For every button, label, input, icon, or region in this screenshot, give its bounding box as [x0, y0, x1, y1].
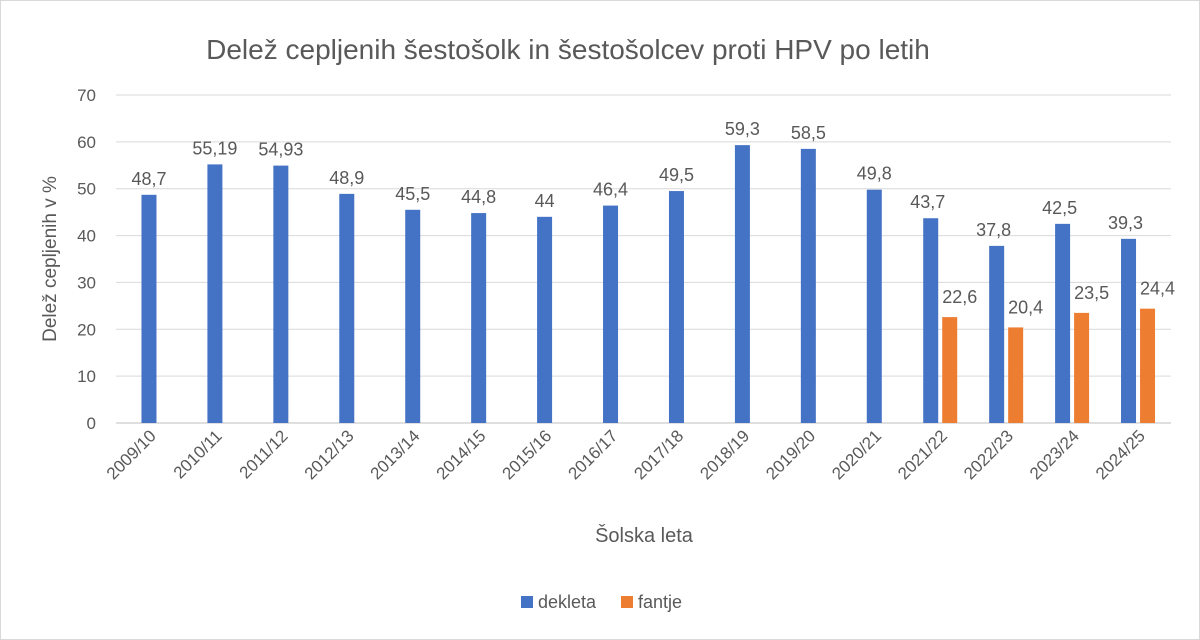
data-label-dekleta: 43,7 [910, 192, 945, 212]
data-label-dekleta: 59,3 [725, 119, 760, 139]
y-tick-label: 30 [77, 273, 96, 292]
bar-dekleta [141, 194, 157, 423]
x-tick-label: 2015/16 [499, 426, 556, 483]
bar-dekleta [1121, 238, 1137, 423]
data-label-fantje: 24,4 [1140, 279, 1175, 299]
x-tick-label: 2012/13 [301, 426, 358, 483]
bars: 48,7 55,19 54,93 48,9 45,5 44,8 44 46,4 49,5 59,3… [131, 119, 1175, 423]
bar-dekleta [800, 148, 816, 423]
data-label-dekleta: 55,19 [192, 138, 237, 158]
y-axis-label: Delež cepljenih v % [40, 176, 61, 342]
x-axis-ticks: 2009/10 2010/11 2011/12 2012/13 2013/14 2014/… [103, 426, 1149, 483]
y-axis-ticks: 0 10 20 30 40 50 60 70 [77, 86, 96, 433]
bar-dekleta [207, 164, 223, 423]
data-label-dekleta: 42,5 [1042, 198, 1077, 218]
bar-fantje [1074, 312, 1090, 423]
data-label-dekleta: 45,5 [395, 184, 430, 204]
x-tick-label: 2014/15 [433, 426, 490, 483]
bar-dekleta [603, 205, 619, 423]
data-label-fantje: 20,4 [1008, 297, 1043, 317]
legend-label-dekleta: dekleta [538, 592, 597, 612]
bar-dekleta [668, 191, 684, 423]
bar-dekleta [339, 193, 355, 423]
bar-dekleta [866, 189, 882, 423]
data-label-dekleta: 44 [535, 191, 555, 211]
bar-fantje [942, 317, 958, 423]
y-tick-label: 50 [77, 180, 96, 199]
data-label-dekleta: 49,8 [857, 164, 892, 184]
data-label-dekleta: 46,4 [593, 180, 628, 200]
bar-fantje [1140, 308, 1156, 423]
legend-label-fantje: fantje [638, 592, 682, 612]
x-tick-label: 2013/14 [367, 426, 424, 483]
x-tick-label: 2011/12 [236, 426, 292, 482]
data-label-dekleta: 39,3 [1108, 213, 1143, 233]
data-label-dekleta: 48,9 [329, 168, 364, 188]
x-tick-label: 2018/19 [696, 426, 753, 483]
legend-swatch-dekleta [521, 596, 533, 608]
x-tick-label: 2021/22 [894, 426, 951, 483]
data-label-dekleta: 58,5 [791, 123, 826, 143]
bar-dekleta [734, 145, 750, 423]
data-label-fantje: 22,6 [942, 287, 977, 307]
data-label-fantje: 23,5 [1074, 283, 1109, 303]
bar-fantje [1008, 327, 1024, 423]
data-label-dekleta: 49,5 [659, 165, 694, 185]
gridlines [116, 94, 1171, 424]
bar-dekleta [273, 165, 289, 423]
data-label-dekleta: 44,8 [461, 187, 496, 207]
y-tick-label: 70 [77, 86, 96, 105]
bar-dekleta [537, 216, 553, 423]
bar-dekleta [989, 245, 1005, 423]
y-tick-label: 60 [77, 133, 96, 152]
x-axis-label: Šolska leta [595, 524, 694, 547]
x-tick-label: 2019/20 [762, 426, 819, 483]
x-tick-label: 2017/18 [630, 426, 687, 483]
x-tick-label: 2010/11 [170, 426, 226, 482]
data-label-dekleta: 37,8 [976, 220, 1011, 240]
y-tick-label: 10 [77, 367, 96, 386]
bar-dekleta [923, 218, 939, 423]
chart-title: Delež cepljenih šestošolk in šestošolcev… [206, 34, 930, 65]
y-tick-label: 20 [77, 320, 96, 339]
data-label-dekleta: 54,93 [258, 140, 303, 160]
y-tick-label: 40 [77, 227, 96, 246]
x-tick-label: 2023/24 [1026, 426, 1083, 483]
x-tick-label: 2022/23 [960, 426, 1017, 483]
legend-swatch-fantje [621, 596, 633, 608]
bar-dekleta [405, 209, 421, 423]
x-tick-label: 2024/25 [1092, 426, 1149, 483]
legend: dekleta fantje [521, 592, 682, 612]
bar-dekleta [471, 213, 487, 423]
data-label-dekleta: 48,7 [131, 169, 166, 189]
bar-dekleta [1055, 223, 1071, 423]
x-tick-label: 2020/21 [828, 426, 885, 483]
y-tick-label: 0 [87, 414, 96, 433]
x-tick-label: 2016/17 [564, 426, 621, 483]
x-tick-label: 2009/10 [103, 426, 160, 483]
